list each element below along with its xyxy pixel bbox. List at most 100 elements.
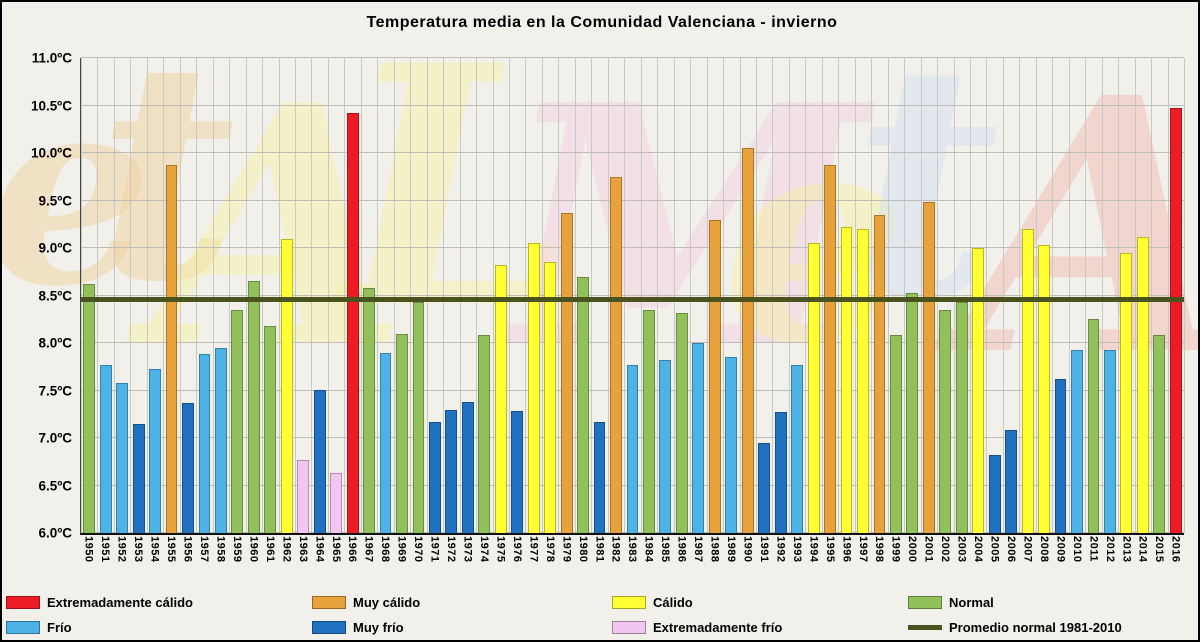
gridline <box>640 58 642 533</box>
gridline <box>81 152 1184 153</box>
x-axis-label: 1973 <box>461 536 474 563</box>
x-axis-label: 1951 <box>99 536 112 563</box>
bar-1993 <box>791 364 804 533</box>
x-axis-label: 1983 <box>626 536 639 563</box>
bar-1975 <box>494 265 507 533</box>
bar-1961 <box>264 325 277 533</box>
gridline <box>311 58 313 533</box>
gridline <box>262 58 264 533</box>
x-axis-label: 1955 <box>165 536 178 563</box>
plot-area <box>80 57 1185 535</box>
x-axis: 1950 1951 1952 1953 1954 1955 1956 1957 1958 1959… <box>80 536 1183 588</box>
legend-swatch <box>612 596 646 609</box>
gridline <box>163 58 165 533</box>
legend-label: Cálido <box>653 595 693 610</box>
x-axis-label: 2012 <box>1103 536 1116 563</box>
legend-swatch <box>908 625 942 630</box>
bar-1981 <box>593 421 606 533</box>
gridline <box>245 58 247 533</box>
x-axis-label: 1958 <box>214 536 227 563</box>
x-axis-label: 1965 <box>329 536 342 563</box>
x-axis-label: 1996 <box>840 536 853 563</box>
x-axis-label: 1966 <box>346 536 359 563</box>
x-axis-label: 1953 <box>132 536 145 563</box>
x-axis-label: 2015 <box>1153 536 1166 563</box>
y-tick-label: 6.5ºC <box>38 478 72 493</box>
gridline <box>607 58 609 533</box>
legend-swatch <box>312 621 346 634</box>
x-axis-label: 2005 <box>988 536 1001 563</box>
bar-1960 <box>247 281 260 533</box>
gridline <box>459 58 461 533</box>
bar-1982 <box>610 176 622 533</box>
y-tick-label: 11.0ºC <box>31 50 72 66</box>
bar-2005 <box>988 455 1001 533</box>
y-tick-label: 8.5ºC <box>38 288 72 303</box>
legend-item: Extremadamente frío <box>612 615 908 640</box>
bar-2016 <box>1169 108 1182 533</box>
x-axis-label: 1972 <box>445 536 458 563</box>
legend-label: Extremadamente cálido <box>47 595 193 610</box>
gridline <box>410 58 412 533</box>
legend-label: Muy cálido <box>353 595 421 610</box>
bar-1951 <box>99 364 112 533</box>
x-axis-label: 1967 <box>362 536 375 563</box>
x-axis-label: 2007 <box>1021 536 1034 563</box>
y-tick-label: 8.0ºC <box>38 335 72 351</box>
bar-2015 <box>1153 335 1166 533</box>
x-axis-label: 1956 <box>181 536 194 563</box>
bar-1987 <box>692 343 705 533</box>
legend-label: Extremadamente frío <box>653 620 783 635</box>
gridline <box>805 58 807 533</box>
gridline <box>81 342 1184 343</box>
x-axis-label: 2011 <box>1087 536 1100 562</box>
bar-1994 <box>807 243 820 533</box>
legend-item: Extremadamente cálido <box>6 590 312 615</box>
gridline <box>624 58 626 533</box>
x-axis-label: 1982 <box>609 536 622 563</box>
legend-swatch <box>6 621 40 634</box>
gridline <box>393 58 395 533</box>
bar-1969 <box>396 333 408 533</box>
gridline <box>1035 58 1037 533</box>
x-axis-label: 1964 <box>313 536 326 563</box>
x-axis-label: 2000 <box>906 536 919 563</box>
y-tick-label: 10.5ºC <box>31 98 72 113</box>
bar-1986 <box>675 312 688 533</box>
bar-1984 <box>643 309 655 533</box>
bar-1970 <box>412 302 425 533</box>
y-tick-label: 9.5ºC <box>38 193 72 208</box>
bar-2011 <box>1087 319 1100 533</box>
x-axis-label: 1975 <box>494 536 507 563</box>
x-axis-label: 1986 <box>675 536 688 563</box>
y-tick-label: 6.0ºC <box>38 525 72 541</box>
gridline <box>443 58 445 533</box>
bar-1976 <box>511 411 524 533</box>
gridline <box>509 58 511 533</box>
bar-1968 <box>379 353 392 533</box>
reference-line-promedio <box>81 297 1184 303</box>
bar-1974 <box>478 335 491 533</box>
gridline <box>887 58 889 533</box>
gridline <box>81 104 1184 106</box>
bar-1989 <box>725 357 738 533</box>
gridline <box>130 58 132 533</box>
legend-item: Cálido <box>612 590 908 615</box>
x-axis-label: 1954 <box>148 536 161 563</box>
bar-1962 <box>280 238 293 533</box>
gridline <box>295 58 296 533</box>
gridline <box>821 58 823 533</box>
legend-item: Promedio normal 1981-2010 <box>908 615 1198 640</box>
x-axis-label: 1957 <box>198 536 211 563</box>
x-axis-label: 1971 <box>428 536 441 563</box>
gridline <box>113 58 115 533</box>
bar-2007 <box>1021 229 1034 533</box>
bar-2009 <box>1054 379 1067 533</box>
gridline <box>690 58 692 533</box>
bar-2014 <box>1136 236 1149 533</box>
gridline <box>1101 58 1103 533</box>
x-axis-label: 1981 <box>593 536 606 563</box>
bar-1966 <box>346 113 359 533</box>
x-axis-label: 1976 <box>510 536 523 563</box>
x-axis-label: 1952 <box>115 536 128 563</box>
